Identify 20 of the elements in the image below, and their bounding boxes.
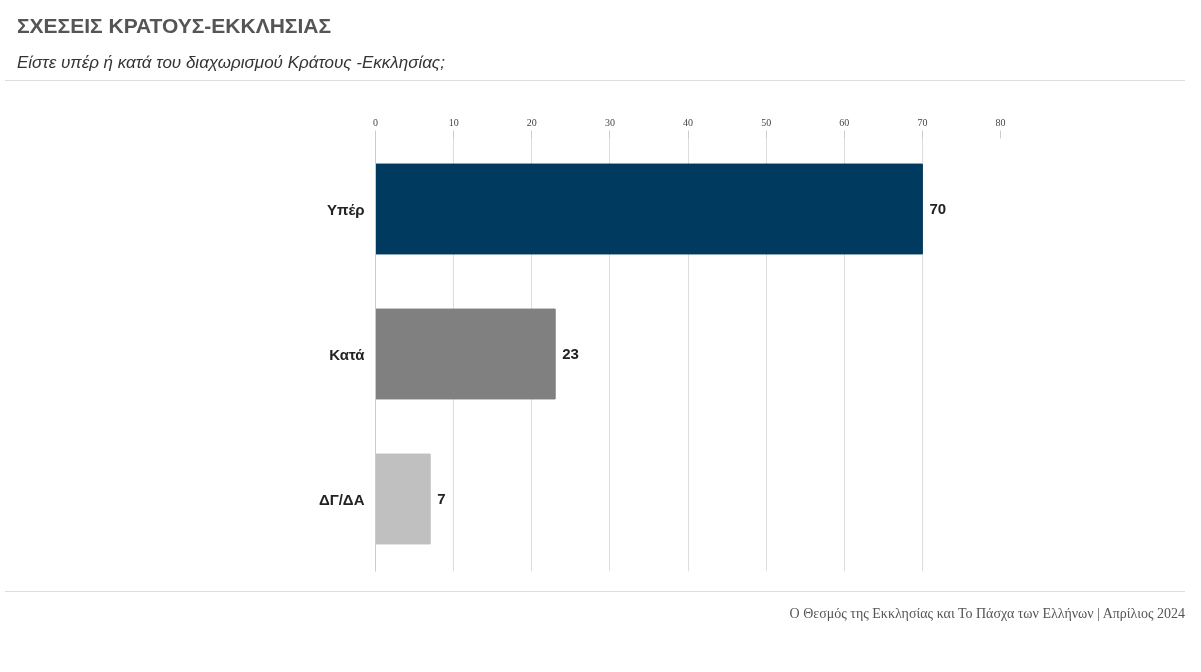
- x-tick-label: 0: [373, 116, 378, 128]
- text: Είστε υπέρ ή κατά του διαχωρισμού Κράτους -Εκκλησίας;: [17, 52, 445, 74]
- bar: [375, 163, 923, 255]
- x-tick-label: 70: [917, 116, 928, 128]
- y-tick-label: ΔΓ/ΔΑ: [318, 490, 365, 508]
- x-tick-label: 10: [448, 116, 459, 128]
- x-tick-label: 50: [761, 116, 772, 128]
- y-tick-label: Κατά: [329, 345, 366, 363]
- bar: [375, 308, 556, 400]
- y-tick-label: Υπέρ: [326, 200, 365, 218]
- x-tick-label: 40: [683, 116, 693, 128]
- data-label: 7: [437, 490, 446, 507]
- x-tick-label: 60: [839, 116, 850, 128]
- text: Ο Θεσμός της Εκκλησίας και Το Πάσχα των Ελλήνων | Απρίλιος 2024: [789, 605, 1185, 623]
- x-tick-label: 20: [526, 116, 537, 128]
- x-tick-label: 80: [995, 116, 1006, 128]
- data-label: 23: [562, 345, 579, 362]
- x-tick-label: 30: [604, 116, 615, 128]
- data-label: 70: [929, 200, 947, 217]
- text: ΣΧΕΣΕΙΣ ΚΡΑΤΟΥΣ-ΕΚΚΛΗΣΙΑΣ: [17, 13, 332, 39]
